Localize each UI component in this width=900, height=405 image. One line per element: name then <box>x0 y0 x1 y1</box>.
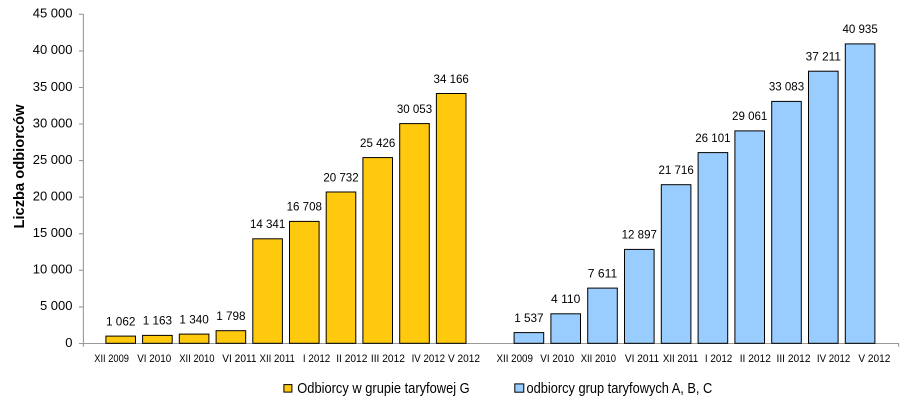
svg-text:XII 2011: XII 2011 <box>663 353 698 365</box>
svg-text:III 2012: III 2012 <box>371 353 405 365</box>
svg-text:IV 2012: IV 2012 <box>817 353 850 365</box>
svg-text:XII 2009: XII 2009 <box>496 353 533 365</box>
svg-text:II 2012: II 2012 <box>740 353 771 365</box>
svg-text:4 110: 4 110 <box>551 292 581 306</box>
svg-text:VI 2010: VI 2010 <box>137 353 171 365</box>
svg-text:14 341: 14 341 <box>250 217 286 231</box>
svg-text:5 000: 5 000 <box>40 298 73 313</box>
svg-text:0: 0 <box>65 335 72 350</box>
svg-text:VI 2010: VI 2010 <box>540 353 574 365</box>
svg-text:35 000: 35 000 <box>33 79 73 94</box>
svg-text:20 000: 20 000 <box>33 189 73 204</box>
svg-text:VI 2011: VI 2011 <box>625 353 659 365</box>
svg-text:VI 2011: VI 2011 <box>222 353 256 365</box>
svg-text:V 2012: V 2012 <box>858 353 890 365</box>
svg-text:37 211: 37 211 <box>806 50 842 64</box>
svg-text:40 935: 40 935 <box>842 22 878 36</box>
svg-text:XII 2010: XII 2010 <box>581 353 616 365</box>
svg-text:25 426: 25 426 <box>360 136 396 150</box>
svg-text:Liczba odbiorców: Liczba odbiorców <box>11 104 28 228</box>
svg-text:25 000: 25 000 <box>33 152 73 167</box>
svg-text:16 708: 16 708 <box>287 200 323 214</box>
svg-text:XII 2009: XII 2009 <box>94 353 129 365</box>
svg-text:III 2012: III 2012 <box>777 353 811 365</box>
svg-text:30 000: 30 000 <box>33 115 73 130</box>
svg-text:V 2012: V 2012 <box>448 353 480 365</box>
svg-text:26 101: 26 101 <box>695 131 731 145</box>
svg-text:Odbiorcy w grupie taryfowej G: Odbiorcy w grupie taryfowej G <box>297 381 469 397</box>
svg-text:33 083: 33 083 <box>769 80 805 94</box>
svg-text:XII 2011: XII 2011 <box>260 353 295 365</box>
svg-text:II 2012: II 2012 <box>336 353 367 365</box>
svg-text:IV 2012: IV 2012 <box>412 353 445 365</box>
svg-text:15 000: 15 000 <box>33 225 73 240</box>
svg-text:I 2012: I 2012 <box>303 353 330 365</box>
svg-text:1 062: 1 062 <box>106 314 136 328</box>
svg-text:10 000: 10 000 <box>33 262 73 277</box>
svg-text:1 340: 1 340 <box>179 312 209 326</box>
svg-text:29 061: 29 061 <box>732 109 768 123</box>
svg-text:30 053: 30 053 <box>397 102 433 116</box>
svg-text:21 716: 21 716 <box>658 163 694 177</box>
svg-text:7 611: 7 611 <box>588 266 618 280</box>
svg-text:XII 2010: XII 2010 <box>179 353 214 365</box>
svg-text:1 537: 1 537 <box>514 311 544 325</box>
svg-text:40 000: 40 000 <box>33 42 73 57</box>
svg-text:1 163: 1 163 <box>143 314 173 328</box>
svg-text:45 000: 45 000 <box>33 6 73 21</box>
svg-text:20 732: 20 732 <box>323 170 359 184</box>
svg-text:odbiorcy grup taryfowych A, B,: odbiorcy grup taryfowych A, B, C <box>527 381 713 397</box>
svg-text:34 166: 34 166 <box>434 72 470 86</box>
svg-text:I 2012: I 2012 <box>705 353 732 365</box>
svg-text:12 897: 12 897 <box>622 228 658 242</box>
svg-text:1 798: 1 798 <box>216 309 246 323</box>
